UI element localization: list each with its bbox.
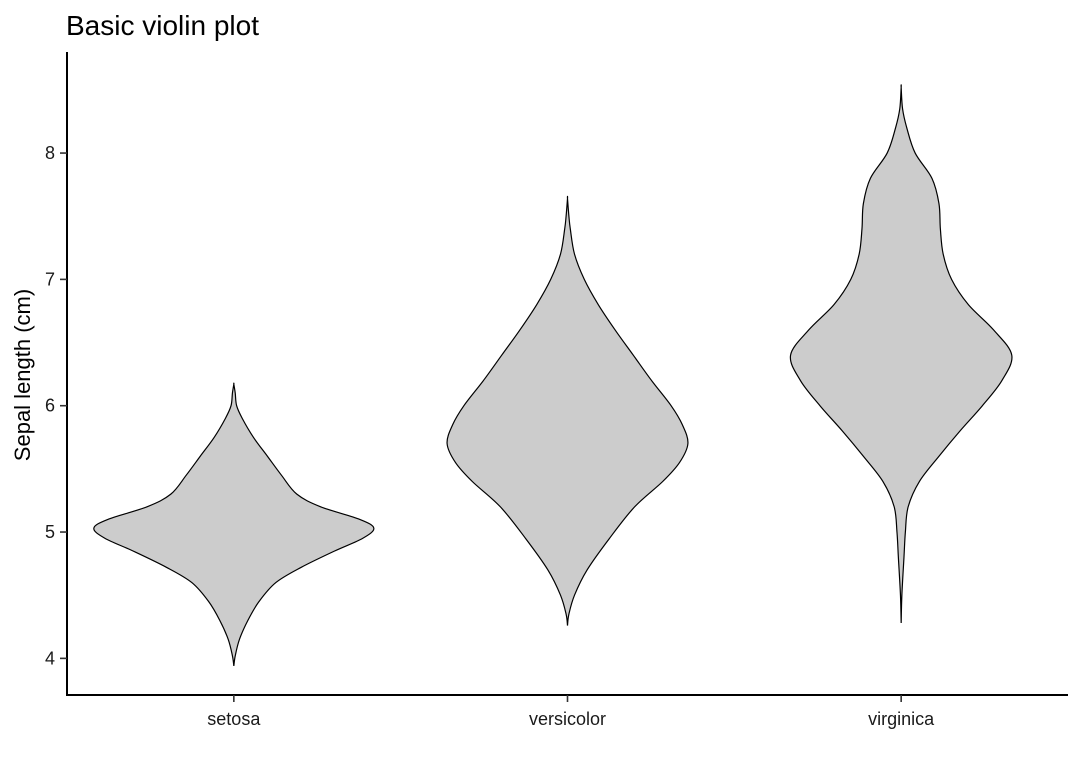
y-axis: 4 5 6 7 8: [45, 52, 68, 696]
y-tick-label: 5: [45, 522, 55, 542]
y-tick-label: 8: [45, 143, 55, 163]
violin-virginica: [789, 84, 1013, 624]
violins-layer: [93, 84, 1013, 667]
y-axis-title: Sepal length (cm): [10, 289, 35, 461]
x-tick-label-versicolor: versicolor: [529, 709, 606, 729]
y-tick-label: 7: [45, 269, 55, 289]
x-axis: setosa versicolor virginica: [66, 694, 1068, 729]
violin-setosa: [93, 382, 375, 667]
y-tick-label: 6: [45, 396, 55, 416]
x-tick-label-virginica: virginica: [868, 709, 935, 729]
y-tick-label: 4: [45, 648, 55, 668]
x-tick-label-setosa: setosa: [207, 709, 261, 729]
chart-title: Basic violin plot: [66, 10, 259, 41]
violin-versicolor: [446, 195, 689, 626]
